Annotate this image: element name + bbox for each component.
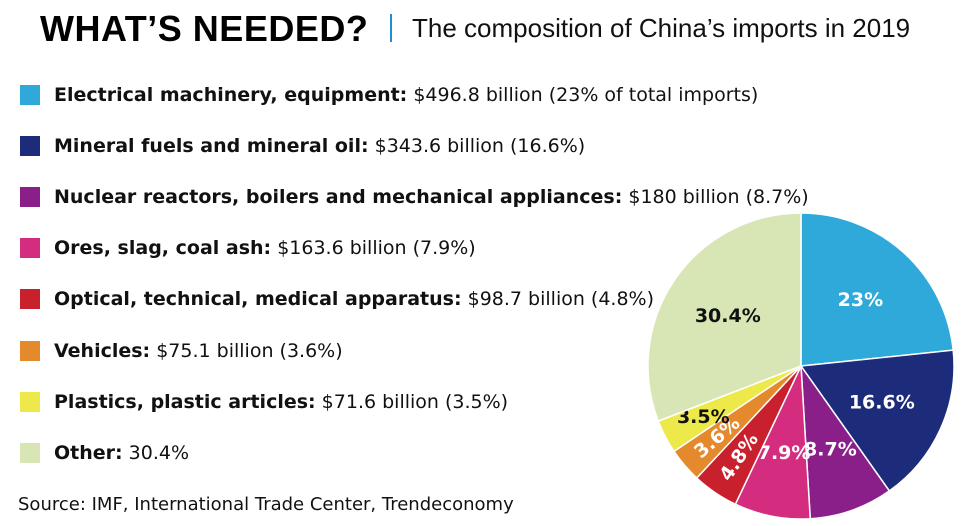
page-subtitle: The composition of China’s imports in 20… [412,13,911,43]
legend-swatch [20,341,40,361]
slice-label: 16.6% [849,392,915,414]
source-note: Source: IMF, International Trade Center,… [18,494,514,515]
legend-item: Vehicles: $75.1 billion (3.6%) [20,339,343,363]
legend-detail: $71.6 billion (3.5%) [315,391,509,413]
legend-category: Nuclear reactors, boilers and mechanical… [54,186,623,208]
pie-slice [799,349,955,492]
legend-swatch [20,85,40,105]
slice-label: 7.9% [758,442,811,464]
page-title: WHAT’S NEEDED? [40,8,369,49]
legend-swatch [20,238,40,258]
legend-category: Ores, slag, coal ash: [54,237,272,259]
legend-swatch [20,443,40,463]
slice-label: 8.7% [804,439,857,461]
legend-detail: $496.8 billion (23% of total imports) [407,84,759,106]
legend-item: Optical, technical, medical apparatus: $… [20,287,654,311]
title-divider [390,14,392,42]
legend-item: Electrical machinery, equipment: $496.8 … [20,83,758,107]
legend-item: Nuclear reactors, boilers and mechanical… [20,185,809,209]
pie-slice [800,212,955,367]
legend-category: Plastics, plastic articles: [54,391,316,413]
legend-swatch [20,289,40,309]
pie-slice [647,212,802,423]
legend-detail: 30.4% [122,442,190,464]
pie-slice [800,363,891,520]
slice-label: 3.5% [677,406,730,428]
legend-item: Other: 30.4% [20,441,189,465]
legend-category: Mineral fuels and mineral oil: [54,135,369,157]
legend-detail: $343.6 billion (16.6%) [368,135,586,157]
legend-item: Plastics, plastic articles: $71.6 billio… [20,390,508,414]
slice-label: 30.4% [695,305,761,327]
legend-swatch [20,392,40,412]
legend-detail: $163.6 billion (7.9%) [271,237,476,259]
legend-item: Mineral fuels and mineral oil: $343.6 bi… [20,134,585,158]
legend-category: Optical, technical, medical apparatus: [54,288,462,310]
legend-detail: $98.7 billion (4.8%) [461,288,655,310]
legend-item: Ores, slag, coal ash: $163.6 billion (7.… [20,236,476,260]
legend-category: Vehicles: [54,340,151,362]
legend-swatch [20,136,40,156]
legend-detail: $75.1 billion (3.6%) [150,340,343,362]
legend-detail: $180 billion (8.7%) [622,186,809,208]
legend-swatch [20,187,40,207]
legend-category: Electrical machinery, equipment: [54,84,408,106]
slice-label: 23% [838,289,883,311]
legend-category: Other: [54,442,123,464]
